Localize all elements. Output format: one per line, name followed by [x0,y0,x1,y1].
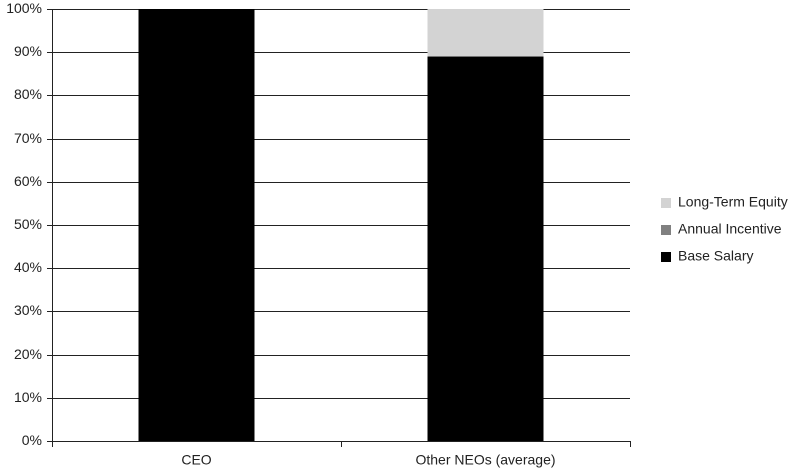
bar-segment [138,9,255,441]
x-tick-label: CEO [181,452,211,468]
bar-segment [427,56,544,442]
legend-label: Long-Term Equity [678,194,788,210]
y-tick-label: 20% [14,346,42,362]
y-tick-label: 60% [14,173,42,189]
legend-label: Annual Incentive [678,221,782,237]
y-tick-label: 90% [14,43,42,59]
legend-swatch [661,252,671,262]
y-tick-label: 30% [14,302,42,318]
bar-segment [427,9,544,57]
x-tick-label: Other NEOs (average) [415,452,555,468]
y-tick-label: 100% [6,0,42,16]
y-tick-label: 40% [14,259,42,275]
y-tick-label: 10% [14,389,42,405]
legend-swatch [661,198,671,208]
legend-label: Base Salary [678,248,753,264]
y-tick-label: 70% [14,130,42,146]
y-tick-label: 80% [14,86,42,102]
y-tick-label: 50% [14,216,42,232]
legend-swatch [661,225,671,235]
y-tick-label: 0% [22,432,42,448]
